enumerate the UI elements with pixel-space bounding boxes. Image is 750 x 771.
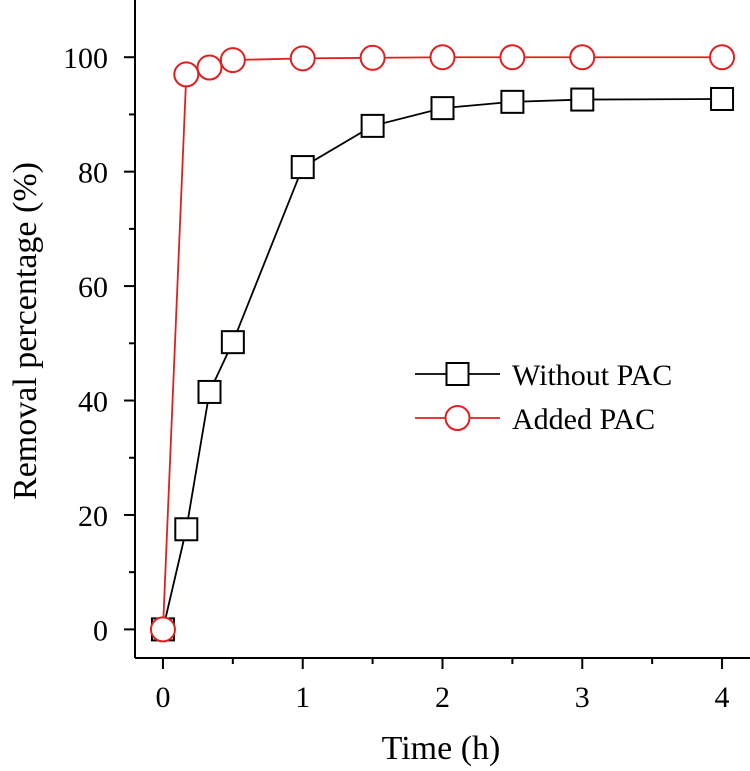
series-added-pac bbox=[149, 44, 736, 643]
y-tick-label: 40 bbox=[78, 386, 108, 419]
data-point bbox=[220, 330, 245, 355]
data-point bbox=[290, 155, 315, 180]
series-layer bbox=[149, 44, 736, 643]
x-tick-label: 1 bbox=[295, 681, 310, 714]
data-point bbox=[174, 517, 199, 542]
data-point bbox=[430, 96, 455, 121]
series-line bbox=[162, 56, 723, 630]
data-point bbox=[360, 113, 385, 138]
data-point bbox=[149, 616, 176, 643]
x-tick-label: 2 bbox=[435, 681, 450, 714]
data-point bbox=[710, 86, 735, 111]
data-point bbox=[173, 61, 200, 88]
y-tick-label: 80 bbox=[78, 157, 108, 190]
legend: Without PAC Added PAC bbox=[415, 359, 672, 436]
legend-marker bbox=[445, 362, 470, 386]
y-tick-label: 100 bbox=[63, 42, 108, 75]
y-tick-label: 20 bbox=[78, 500, 108, 533]
data-point bbox=[289, 45, 316, 72]
y-axis-title: Removal percentage (%) bbox=[7, 162, 44, 500]
data-point bbox=[429, 44, 456, 71]
series-line bbox=[162, 98, 723, 630]
data-point bbox=[500, 89, 525, 114]
y-tick-label: 60 bbox=[78, 271, 108, 304]
data-point bbox=[569, 44, 596, 71]
y-tick-label: 0 bbox=[93, 614, 108, 647]
legend-entry: Without PAC bbox=[415, 359, 672, 392]
data-point bbox=[709, 44, 736, 71]
data-point bbox=[196, 54, 223, 81]
data-point bbox=[219, 47, 246, 74]
legend-label: Without PAC bbox=[512, 359, 672, 392]
x-axis-title: Time (h) bbox=[382, 730, 501, 767]
legend-marker bbox=[444, 405, 471, 431]
x-tick-label: 3 bbox=[575, 681, 590, 714]
data-point bbox=[197, 379, 222, 404]
data-point bbox=[359, 44, 386, 71]
legend-label: Added PAC bbox=[512, 403, 655, 436]
data-point bbox=[499, 44, 526, 71]
legend-entry: Added PAC bbox=[415, 403, 655, 436]
x-tick-label: 0 bbox=[155, 681, 170, 714]
x-tick-label: 4 bbox=[715, 681, 730, 714]
data-point bbox=[570, 87, 595, 112]
